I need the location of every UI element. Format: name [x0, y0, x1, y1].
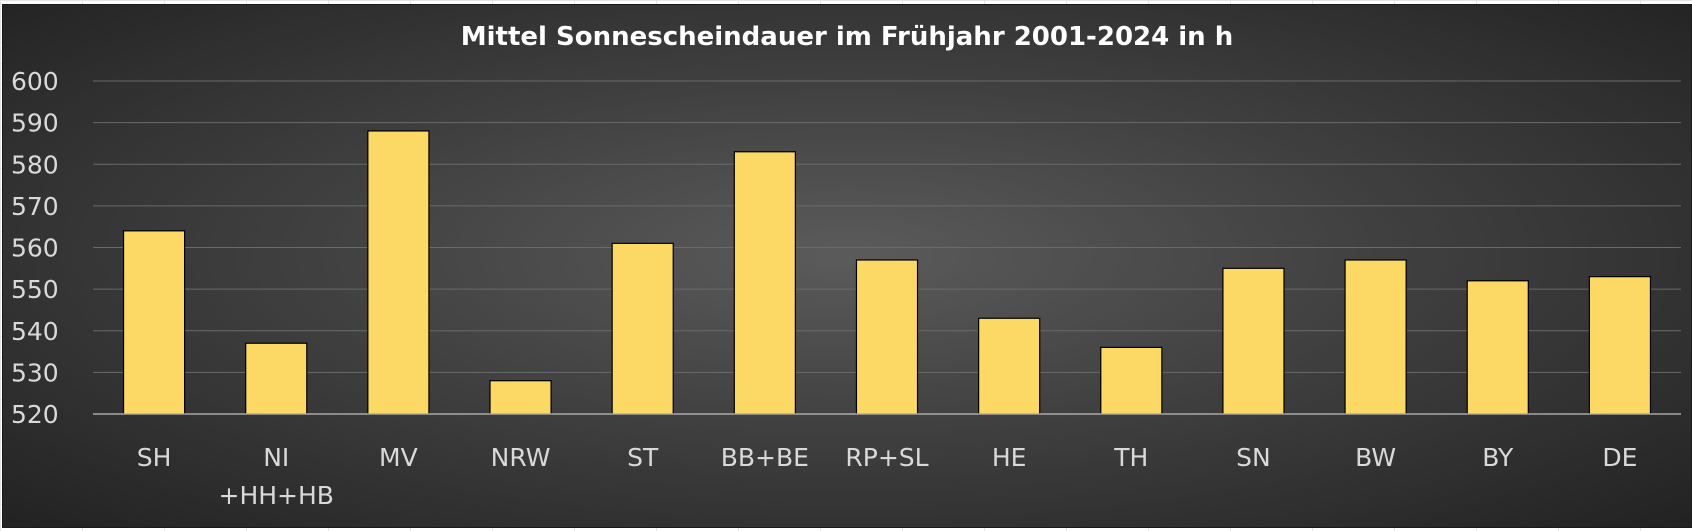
x-tick-label: ST	[627, 443, 659, 472]
y-tick-label: 530	[11, 358, 59, 387]
y-tick-label: 560	[11, 234, 59, 263]
bar	[489, 380, 552, 415]
y-tick-label: 600	[11, 67, 59, 96]
x-tick-label: BW	[1355, 443, 1396, 472]
x-tick-label: BB+BE	[721, 443, 809, 472]
x-tick-label: SN	[1236, 443, 1271, 472]
bar-chart: Mittel Sonnescheindauer im Frühjahr 2001…	[11, 22, 1681, 510]
bar	[1100, 346, 1163, 415]
y-tick-label: 580	[11, 150, 59, 179]
bar	[367, 130, 430, 415]
bar	[855, 259, 919, 415]
bar	[978, 317, 1041, 415]
x-tick-label: HE	[992, 443, 1027, 472]
bar	[1222, 267, 1285, 415]
y-tick-label: 550	[11, 275, 59, 304]
x-axis-ticks: SH NI +HH+HB MV NRW ST BB+BE RP+SL HE TH SN BW BY DE	[137, 443, 1638, 510]
bar	[733, 151, 796, 415]
x-tick-label: NI +HH+HB	[219, 443, 334, 510]
x-tick-label: SH	[137, 443, 172, 472]
bars	[122, 130, 1652, 415]
x-tick-label: RP+SL	[845, 443, 928, 472]
x-tick-label: TH	[1113, 443, 1148, 472]
bar	[611, 242, 674, 415]
y-tick-label: 520	[11, 400, 59, 429]
bar	[1588, 276, 1652, 415]
x-tick-label: MV	[379, 443, 418, 472]
x-tick-label: NRW	[491, 443, 551, 472]
chart-title: Mittel Sonnescheindauer im Frühjahr 2001…	[461, 22, 1234, 52]
y-axis-ticks: 520 530 540 550 560 570 580 590 600	[11, 67, 59, 429]
bar	[245, 342, 308, 415]
bar	[1466, 280, 1529, 415]
chart-area: Mittel Sonnescheindauer im Frühjahr 2001…	[2, 4, 1692, 528]
x-tick-label: DE	[1602, 443, 1637, 472]
bar	[122, 230, 186, 415]
bar	[1344, 259, 1407, 415]
y-tick-label: 570	[11, 192, 59, 221]
x-tick-label: BY	[1482, 443, 1514, 472]
y-tick-label: 540	[11, 317, 59, 346]
y-tick-label: 590	[11, 109, 59, 138]
